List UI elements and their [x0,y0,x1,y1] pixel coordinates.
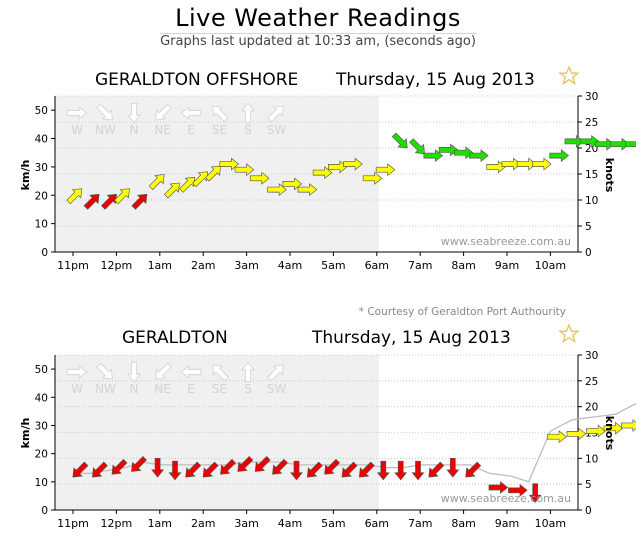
y-axis-label-left: km/h [19,418,32,449]
y-tick-label-left: 50 [35,364,48,376]
page-title: Live Weather Readings [175,4,461,32]
x-tick-label: 4am [278,517,302,530]
x-tick-label: 11pm [57,517,89,530]
x-tick-label: 9am [495,517,519,530]
y-axis-label-left: km/h [19,160,32,191]
x-tick-label: 10am [535,259,566,272]
direction-legend-label: NW [95,123,116,137]
wind-arrow [394,460,407,481]
wind-arrow [424,459,447,482]
y-tick-label-right: 10 [585,453,598,465]
direction-legend-label: W [71,382,83,396]
direction-legend-label: NW [95,382,116,396]
chart-geraldton: GERALDTON Thursday, 15 Aug 2013 05101520… [19,323,636,530]
x-tick-label: 10am [535,517,566,530]
y-axis-label-right: knots [603,158,616,193]
x-tick-label: 1am [148,517,172,530]
wind-arrow [620,419,636,432]
x-tick-label: 2am [191,517,215,530]
wind-arrow [469,149,489,162]
title-divider [160,33,476,34]
wind-arrow [625,138,636,151]
direction-legend-label: SW [267,123,287,137]
credit-text: * Courtesy of Geraldton Port Authourity [359,306,566,318]
y-tick-label-left: 30 [35,162,48,174]
wind-arrow [566,427,587,441]
watermark: www.seabreeze.com.au [441,235,571,248]
direction-legend-label: S [244,123,252,137]
y-tick-label-left: 20 [35,190,48,202]
star-outline-icon[interactable] [558,323,580,344]
direction-legend-label: N [130,382,139,396]
wind-arrow [549,149,569,162]
x-tick-label: 2am [191,259,215,272]
y-tick-label-left: 40 [35,134,48,146]
x-tick-label: 5am [321,517,345,530]
y-tick-label-left: 50 [35,105,48,117]
page-subtitle: Graphs last updated at 10:33 am, (second… [160,34,476,49]
x-tick-label: 4am [278,259,302,272]
y-tick-label-right: 10 [585,195,598,207]
y-tick-label-right: 25 [585,117,598,129]
chart-offshore: GERALDTON OFFSHORE Thursday, 15 Aug 2013… [19,65,636,318]
direction-legend-label: SE [212,123,227,137]
chart-date: Thursday, 15 Aug 2013 [335,70,535,90]
y-tick-label-left: 0 [41,247,48,259]
direction-legend-label: S [244,382,252,396]
wind-arrow [531,157,552,171]
station-title: GERALDTON OFFSHORE [95,70,298,90]
y-tick-label-right: 5 [585,221,592,233]
x-tick-label: 12pm [101,517,133,530]
x-tick-label: 9am [495,259,519,272]
direction-legend-label: N [130,123,139,137]
y-tick-label-right: 25 [585,376,598,388]
direction-legend-label: E [187,382,195,396]
wind-arrow [389,130,412,153]
y-tick-label-right: 5 [585,479,592,491]
y-tick-label-right: 15 [585,169,598,181]
x-tick-label: 7am [408,259,432,272]
direction-legend-label: E [187,123,195,137]
x-tick-label: 8am [451,517,475,530]
y-tick-label-left: 40 [35,392,48,404]
plot-area-geraldton: 0510152025300102030405011pm12pm1am2am3am… [35,350,636,530]
y-tick-label-right: 0 [585,247,592,259]
x-tick-label: 1am [148,259,172,272]
y-tick-label-right: 30 [585,91,598,103]
wind-arrow [377,460,390,481]
watermark: www.seabreeze.com.au [441,492,571,505]
direction-legend-label: W [71,123,83,137]
y-tick-label-left: 10 [35,477,48,489]
x-tick-label: 3am [234,259,258,272]
y-tick-label-right: 30 [585,350,598,362]
direction-legend-label: SW [267,382,287,396]
y-tick-label-right: 0 [585,505,592,517]
direction-legend-label: NE [154,382,171,396]
y-tick-label-left: 20 [35,449,48,461]
star-outline-icon[interactable] [558,65,580,86]
x-tick-label: 6am [365,259,389,272]
x-tick-label: 3am [234,517,258,530]
y-tick-label-left: 30 [35,420,48,432]
direction-legend-label: SE [212,382,227,396]
x-tick-label: 12pm [101,259,133,272]
x-tick-label: 8am [451,259,475,272]
x-tick-label: 11pm [57,259,89,272]
direction-legend-label: NE [154,123,171,137]
y-tick-label-left: 10 [35,219,48,231]
wind-arrow [411,460,425,481]
y-axis-label-right: knots [603,416,616,451]
x-tick-label: 5am [321,259,345,272]
x-tick-label: 7am [408,517,432,530]
y-tick-label-left: 0 [41,505,48,517]
station-title: GERALDTON [122,328,228,348]
wind-arrow [446,457,459,478]
wind-arrow [461,459,484,482]
night-shading [55,355,379,510]
y-tick-label-right: 20 [585,402,598,414]
x-tick-label: 6am [365,517,389,530]
chart-date: Thursday, 15 Aug 2013 [311,328,511,348]
